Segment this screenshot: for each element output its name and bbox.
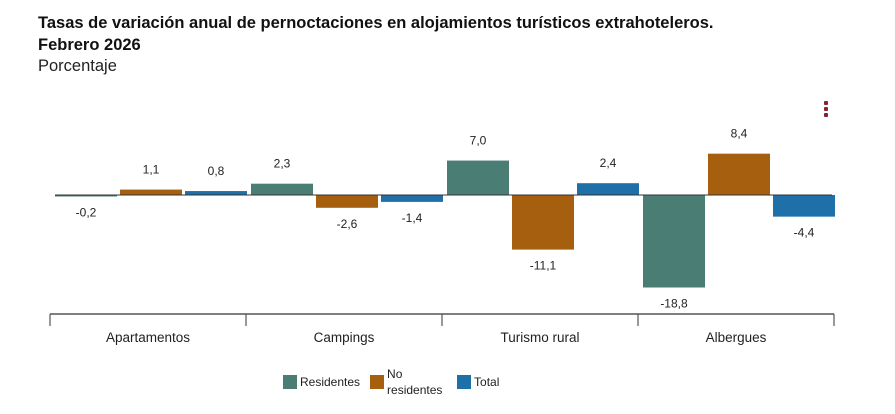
- bar: [55, 195, 117, 197]
- data-label: 1,1: [143, 163, 160, 177]
- bar: [512, 195, 574, 250]
- category-label: Albergues: [706, 330, 767, 345]
- bar: [447, 160, 509, 195]
- category-label: Apartamentos: [106, 330, 190, 345]
- data-label: 7,0: [470, 134, 487, 148]
- data-label: -0,2: [76, 206, 97, 220]
- data-label: 0,8: [208, 164, 225, 178]
- data-label: 2,4: [600, 156, 617, 170]
- category-label: Turismo rural: [500, 330, 579, 345]
- legend-label: Total: [474, 375, 500, 389]
- bar: [708, 153, 770, 195]
- data-label: -1,4: [402, 211, 423, 225]
- legend-label: No residentes: [387, 367, 443, 397]
- vertical-ellipsis-icon[interactable]: [823, 101, 829, 119]
- bar: [643, 195, 705, 288]
- data-label: -2,6: [337, 217, 358, 231]
- legend: Residentes No residentes Total: [283, 366, 509, 398]
- legend-swatch: [457, 375, 472, 389]
- data-label: -4,4: [794, 226, 815, 240]
- data-label: -11,1: [530, 259, 557, 273]
- legend-item-residentes[interactable]: Residentes: [283, 366, 360, 398]
- bar: [316, 195, 378, 208]
- chart-subtitle: Febrero 2026: [38, 36, 141, 54]
- bar: [773, 195, 835, 217]
- legend-label: Residentes: [300, 375, 361, 389]
- data-label: -18,8: [660, 296, 688, 310]
- legend-item-total[interactable]: Total: [457, 366, 499, 398]
- bar: [120, 189, 182, 195]
- legend-swatch: [283, 375, 297, 389]
- legend-swatch: [370, 375, 385, 389]
- chart-unit: Porcentaje: [38, 57, 117, 75]
- bar: [577, 183, 639, 195]
- category-label: Campings: [314, 330, 375, 345]
- bar: [251, 183, 313, 195]
- legend-item-no-residentes[interactable]: No residentes: [370, 366, 447, 398]
- chart-title: Tasas de variación anual de pernoctacion…: [38, 14, 714, 32]
- bar: [381, 195, 443, 202]
- data-label: 2,3: [274, 157, 291, 171]
- data-label: 8,4: [731, 127, 748, 141]
- bar: [185, 191, 247, 195]
